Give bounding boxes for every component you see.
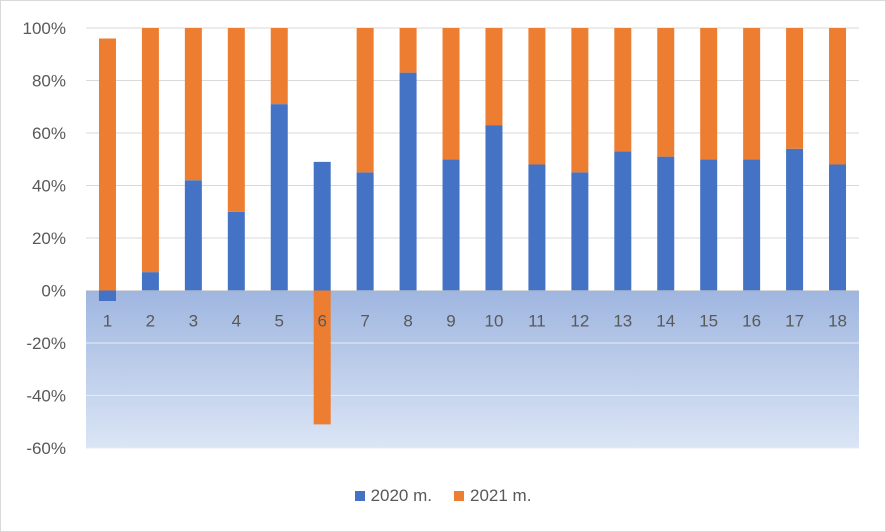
bar-2021 xyxy=(270,28,288,105)
x-tick-label: 1 xyxy=(103,312,112,331)
bar-2020 xyxy=(313,161,331,291)
bar-2021 xyxy=(184,28,202,181)
y-tick-label: 80% xyxy=(32,72,66,91)
bar-2020 xyxy=(614,151,632,291)
bar-2021 xyxy=(399,28,417,73)
bar-2021 xyxy=(98,38,116,291)
bars xyxy=(98,28,847,425)
x-tick-label: 11 xyxy=(528,312,546,331)
bar-2020 xyxy=(657,156,675,291)
bar-2021 xyxy=(528,28,546,165)
y-tick-label: -40% xyxy=(26,387,66,406)
x-tick-label: 15 xyxy=(699,312,718,331)
x-tick-label: 4 xyxy=(232,312,241,331)
x-tick-label: 5 xyxy=(275,312,284,331)
x-tick-label: 8 xyxy=(403,312,412,331)
negative-region-background xyxy=(86,290,859,448)
bar-2021 xyxy=(614,28,632,152)
x-tick-label: 12 xyxy=(570,312,589,331)
bar-2020 xyxy=(528,164,546,291)
bar-2021 xyxy=(356,28,374,173)
x-tick-label: 16 xyxy=(742,312,761,331)
legend-label-2021: 2021 m. xyxy=(470,486,532,505)
y-tick-label: 0% xyxy=(41,282,66,301)
legend-swatch-2020 xyxy=(354,491,365,501)
bar-2021 xyxy=(485,28,503,126)
y-tick-label: -60% xyxy=(26,439,66,458)
x-tick-label: 2 xyxy=(146,312,155,331)
bar-2021 xyxy=(700,28,718,160)
x-tick-label: 7 xyxy=(360,312,369,331)
x-tick-label: 9 xyxy=(446,312,455,331)
legend-label-2020: 2020 m. xyxy=(370,486,432,505)
y-tick-label: 60% xyxy=(32,124,66,143)
bar-2020 xyxy=(399,72,417,291)
bar-2021 xyxy=(786,28,804,149)
bar-2021 xyxy=(657,28,675,157)
x-tick-label: 3 xyxy=(189,312,198,331)
gridlines xyxy=(86,27,859,449)
bar-2021 xyxy=(313,290,331,425)
bar-2020 xyxy=(700,159,718,291)
legend: 2020 m. 2021 m. xyxy=(0,484,886,508)
x-tick-label: 17 xyxy=(785,312,804,331)
bar-2020 xyxy=(98,290,116,301)
bar-2021 xyxy=(227,28,245,212)
bar-2021 xyxy=(141,28,159,273)
x-axis-ticks: 1 2 3 4 5 6 7 8 9 10 11 12 13 14 15 16 17 18 xyxy=(103,312,847,331)
y-tick-label: 40% xyxy=(32,177,66,196)
bar-2020 xyxy=(829,164,847,291)
x-tick-label: 18 xyxy=(828,312,847,331)
x-tick-label: 14 xyxy=(656,312,675,331)
bar-2021 xyxy=(442,28,460,160)
bar-2021 xyxy=(571,28,589,173)
y-tick-label: -20% xyxy=(26,334,66,353)
bar-2020 xyxy=(141,272,159,291)
bar-2020 xyxy=(227,211,245,291)
bar-2020 xyxy=(485,125,503,291)
x-tick-label: 10 xyxy=(485,312,504,331)
bar-2020 xyxy=(571,172,589,291)
bar-2020 xyxy=(184,180,202,291)
bar-2020 xyxy=(786,148,804,291)
x-tick-label: 13 xyxy=(613,312,632,331)
x-tick-label: 6 xyxy=(317,312,326,331)
bar-2020 xyxy=(356,172,374,291)
y-tick-label: 20% xyxy=(32,229,66,248)
legend-swatch-2021 xyxy=(454,491,464,501)
bar-2020 xyxy=(743,159,761,291)
y-axis-ticks: 100% 80% 60% 40% 20% 0% -20% -40% -60% xyxy=(23,19,66,458)
bar-2020 xyxy=(442,159,460,291)
bar-2020 xyxy=(270,104,288,291)
y-tick-label: 100% xyxy=(23,19,66,38)
legend-item-2020: 2020 m. xyxy=(354,486,432,506)
bar-2021 xyxy=(829,28,847,165)
legend-item-2021: 2021 m. xyxy=(454,486,531,506)
bar-2021 xyxy=(743,28,761,160)
